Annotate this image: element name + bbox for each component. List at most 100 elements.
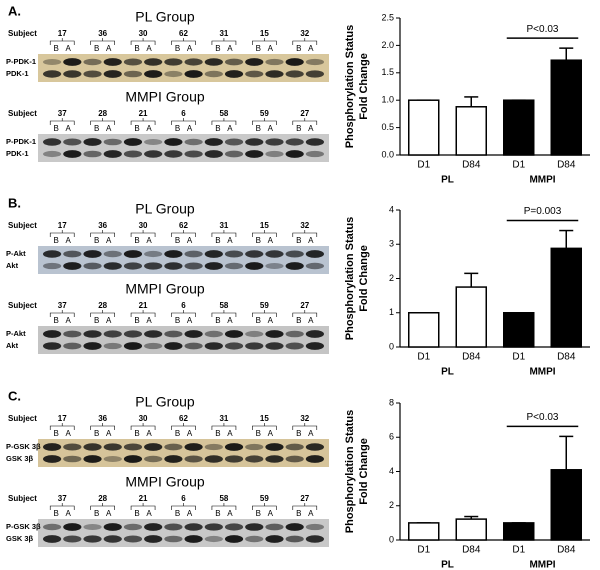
band [305,58,324,66]
band [83,523,102,531]
band [184,70,203,78]
band [305,535,324,543]
protein-label: GSK 3β [6,454,34,463]
lane-label: A [146,236,152,245]
band [144,330,163,338]
y-axis-label: Fold Change [358,53,370,120]
band [285,330,304,338]
y-tick-label: 1 [389,307,394,317]
blot-title: MMPI Group [125,89,205,105]
y-axis-label: Phosphorylation Status [344,217,356,340]
band [164,443,183,451]
lane-label: B [215,429,220,438]
lane-label: B [94,316,99,325]
protein-label: Akt [6,341,19,350]
band [164,250,183,258]
subject-number: 30 [139,29,148,38]
band [265,330,284,338]
band [63,535,82,543]
bracket [292,230,318,237]
significance-label: P<0.03 [527,24,559,35]
subject-number: 62 [179,414,188,423]
bracket [292,503,318,510]
bar [408,312,440,348]
lane-label: B [94,44,99,53]
band [144,70,163,78]
lane-label: A [187,124,193,133]
lane-label: A [66,44,72,53]
band [123,70,143,78]
bracket [211,503,237,510]
bracket [252,423,277,430]
band [204,58,223,66]
subject-number: 30 [139,414,148,423]
band [83,58,102,66]
lane-label: B [54,509,59,518]
lane-label: A [106,429,112,438]
y-tick-label: 4 [389,204,394,214]
band [123,58,143,66]
lane-label: A [106,509,112,518]
x-tick-label: D84 [462,352,481,363]
lane-label: B [296,236,301,245]
lane-label: A [146,509,152,518]
band [83,150,102,158]
band [103,58,122,66]
subject-number: 59 [260,301,269,310]
band [184,443,203,451]
panel-label: C. [8,388,21,403]
band [103,262,122,270]
lane-label: A [146,316,152,325]
band [285,262,304,270]
subject-number: 32 [300,221,309,230]
x-tick-label: D84 [462,160,481,171]
bracket [90,118,115,125]
bracket [292,38,318,45]
band [63,70,82,78]
band [63,58,82,66]
bracket [90,503,115,510]
lane-label: B [134,509,139,518]
band [63,455,82,463]
subject-number: 17 [58,221,67,230]
subject-number: 28 [98,301,107,310]
band [123,138,143,146]
lane-label: B [296,429,301,438]
bracket [49,118,75,125]
bracket [292,118,318,125]
x-tick-label: D1 [417,352,430,363]
bar [455,106,487,156]
subject-number: 58 [219,494,228,503]
lane-label: A [268,509,274,518]
blot-title: PL Group [135,394,195,410]
lane-label: A [268,316,274,325]
band [265,535,284,543]
y-tick-label: 2.0 [381,40,394,50]
band [224,330,244,338]
band [285,70,304,78]
band [305,455,324,463]
lane-label: B [256,236,261,245]
subject-number: 6 [181,494,186,503]
lane-label: A [66,509,72,518]
band [285,455,304,463]
band [103,70,122,78]
blot [38,439,329,467]
band [123,455,143,463]
group-label: PL [441,175,454,186]
lane-label: A [308,316,314,325]
bracket [292,423,318,430]
y-axis-label: Fold Change [358,438,370,505]
band [285,138,304,146]
subject-number: 62 [179,221,188,230]
bracket [49,310,75,317]
blot [38,519,329,547]
y-axis-label: Fold Change [358,245,370,312]
y-axis-label: Phosphorylation Status [344,410,356,533]
band [144,455,163,463]
lane-label: A [308,509,314,518]
band [184,342,203,350]
subject-number: 36 [98,221,107,230]
subject-number: 62 [179,29,188,38]
band [63,523,82,531]
